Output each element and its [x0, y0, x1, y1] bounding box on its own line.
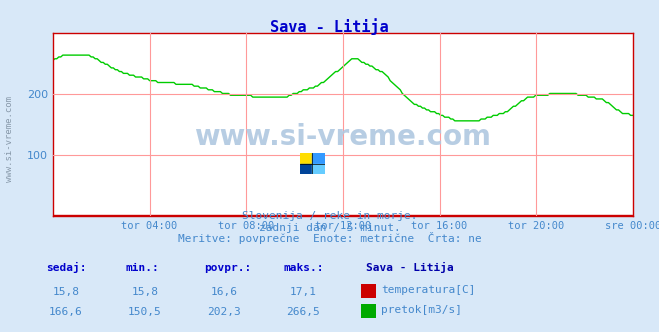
Text: 166,6: 166,6 — [49, 307, 83, 317]
Bar — [312, 153, 325, 163]
Text: 266,5: 266,5 — [286, 307, 320, 317]
Bar — [300, 153, 312, 163]
Text: Sava - Litija: Sava - Litija — [270, 18, 389, 35]
Text: Meritve: povprečne  Enote: metrične  Črta: ne: Meritve: povprečne Enote: metrične Črta:… — [178, 232, 481, 244]
Text: 15,8: 15,8 — [53, 288, 79, 297]
Text: 16,6: 16,6 — [211, 288, 237, 297]
Text: povpr.:: povpr.: — [204, 263, 252, 273]
Text: 150,5: 150,5 — [128, 307, 162, 317]
Text: 15,8: 15,8 — [132, 288, 158, 297]
Text: temperatura[C]: temperatura[C] — [381, 285, 475, 295]
Text: sedaj:: sedaj: — [46, 262, 86, 273]
Bar — [312, 163, 325, 174]
Text: www.si-vreme.com: www.si-vreme.com — [5, 96, 14, 183]
Text: Slovenija / reke in morje.: Slovenija / reke in morje. — [242, 211, 417, 221]
Text: maks.:: maks.: — [283, 263, 324, 273]
Text: min.:: min.: — [125, 263, 159, 273]
Text: zadnji dan / 5 minut.: zadnji dan / 5 minut. — [258, 223, 401, 233]
Text: 17,1: 17,1 — [290, 288, 316, 297]
Text: www.si-vreme.com: www.si-vreme.com — [194, 123, 491, 151]
Text: Sava - Litija: Sava - Litija — [366, 262, 453, 273]
Text: 202,3: 202,3 — [207, 307, 241, 317]
Text: pretok[m3/s]: pretok[m3/s] — [381, 305, 462, 315]
Bar — [300, 163, 312, 174]
